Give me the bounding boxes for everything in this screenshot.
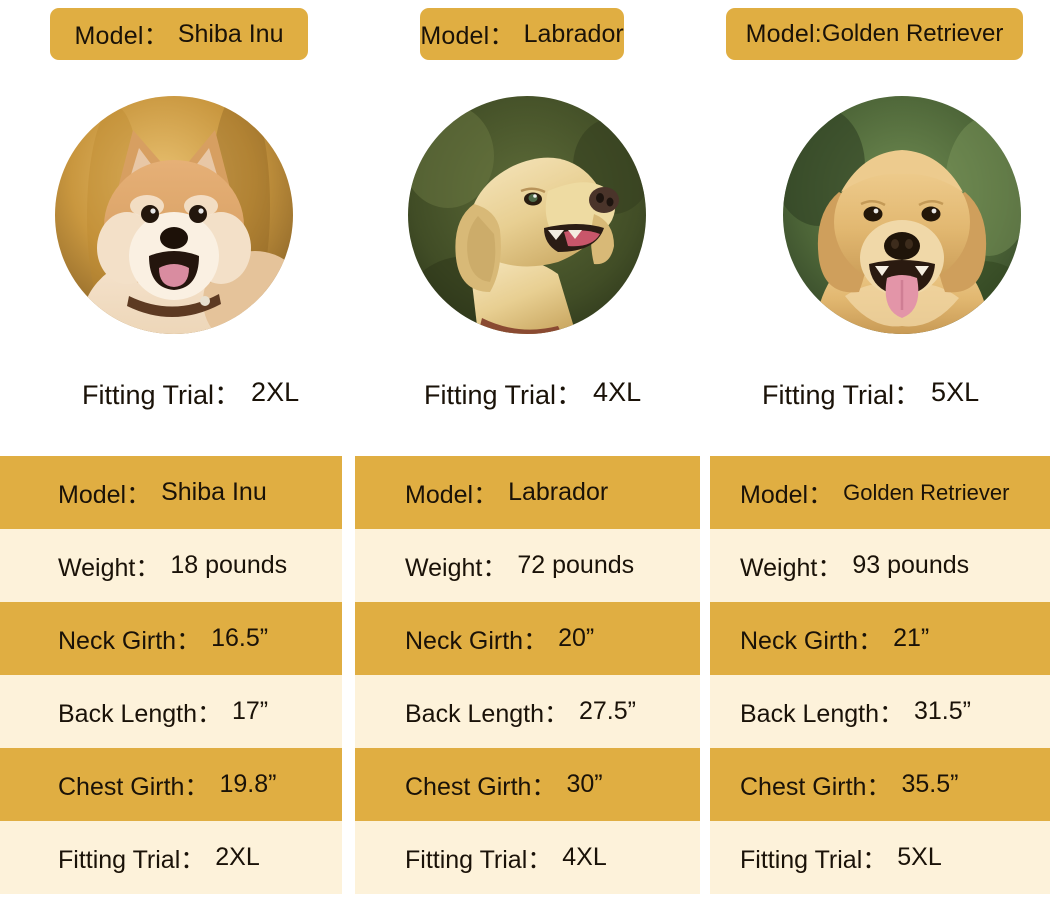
spec-value: Shiba Inu	[161, 478, 267, 506]
spec-value: Golden Retriever	[843, 479, 1010, 505]
spec-label: Back Length：	[740, 699, 904, 728]
fitting-trial-label: Fitting Trial：	[82, 379, 242, 410]
spec-label: Weight：	[740, 553, 843, 582]
dog-photo-shiba-inu	[55, 96, 293, 334]
fitting-trial-value: 4XL	[593, 376, 642, 407]
dog-photo-row	[0, 96, 1050, 338]
model-badge-golden-retriever: Model: Golden Retriever	[726, 8, 1023, 60]
model-badge-shiba-inu: Model： Shiba Inu	[50, 8, 308, 60]
fitting-trial-value: 5XL	[931, 376, 980, 407]
model-badge-row: Model： Shiba Inu Model： Labrador Model: …	[0, 8, 1050, 60]
spec-label: Neck Girth：	[58, 626, 202, 655]
spec-label: Fitting Trial：	[740, 845, 888, 874]
spec-label: Fitting Trial：	[405, 845, 553, 874]
spec-label: Model：	[405, 480, 499, 509]
spec-value: 72 pounds	[517, 551, 635, 579]
spec-table-labrador: Model： Labrador Weight： 72 pounds Neck G…	[355, 456, 700, 894]
table-row: Weight： 18 pounds	[0, 529, 342, 602]
spec-value: 35.5”	[901, 770, 959, 798]
table-row: Back Length： 27.5”	[355, 675, 700, 748]
table-row: Model： Golden Retriever	[710, 456, 1050, 529]
spec-label: Chest Girth：	[58, 772, 210, 801]
model-badge-label: Model：	[420, 22, 515, 50]
spec-value: 4XL	[562, 843, 607, 871]
table-row: Back Length： 17”	[0, 675, 342, 748]
fitting-trial-label: Fitting Trial：	[762, 379, 922, 410]
spec-label: Weight：	[405, 553, 508, 582]
table-row: Fitting Trial： 4XL	[355, 821, 700, 894]
table-row: Weight： 72 pounds	[355, 529, 700, 602]
model-badge-label: Model:	[745, 19, 822, 48]
spec-label: Fitting Trial：	[58, 845, 206, 874]
model-badge-value: Golden Retriever	[821, 20, 1004, 47]
table-row: Chest Girth： 35.5”	[710, 748, 1050, 821]
spec-value: 30”	[566, 770, 603, 798]
table-row: Chest Girth： 30”	[355, 748, 700, 821]
table-row: Weight： 93 pounds	[710, 529, 1050, 602]
spec-value: 20”	[558, 624, 595, 652]
spec-value: 2XL	[215, 843, 260, 871]
spec-label: Weight：	[58, 553, 161, 582]
table-row: Model： Labrador	[355, 456, 700, 529]
spec-value: 18 pounds	[170, 551, 288, 579]
fitting-trial-value: 2XL	[251, 376, 300, 407]
dog-photo-golden-retriever	[783, 96, 1021, 334]
model-badge-value: Labrador	[523, 19, 624, 48]
spec-label: Chest Girth：	[740, 772, 892, 801]
spec-value: 21”	[893, 624, 930, 652]
spec-label: Chest Girth：	[405, 772, 557, 801]
spec-value: 93 pounds	[852, 551, 970, 579]
table-row: Fitting Trial： 2XL	[0, 821, 342, 894]
fitting-trial-caption-shiba-inu: Fitting Trial： 2XL	[82, 370, 299, 414]
spec-tables: Model： Shiba Inu Weight： 18 pounds Neck …	[0, 456, 1050, 896]
spec-label: Back Length：	[58, 699, 222, 728]
spec-value: 16.5”	[211, 624, 269, 652]
table-row: Neck Girth： 16.5”	[0, 602, 342, 675]
spec-label: Back Length：	[405, 699, 569, 728]
model-badge-value: Shiba Inu	[177, 19, 284, 48]
spec-label: Neck Girth：	[405, 626, 549, 655]
spec-value: 17”	[232, 697, 269, 725]
fitting-trial-caption-golden-retriever: Fitting Trial： 5XL	[762, 370, 979, 414]
table-row: Neck Girth： 20”	[355, 602, 700, 675]
fitting-trial-caption-row: Fitting Trial： 2XL Fitting Trial： 4XL Fi…	[0, 370, 1050, 414]
spec-table-shiba-inu: Model： Shiba Inu Weight： 18 pounds Neck …	[0, 456, 342, 894]
fitting-trial-caption-labrador: Fitting Trial： 4XL	[424, 370, 641, 414]
table-row: Model： Shiba Inu	[0, 456, 342, 529]
spec-value: 27.5”	[579, 697, 636, 725]
dog-photo-labrador	[408, 96, 646, 334]
spec-label: Neck Girth：	[740, 626, 884, 655]
table-row: Neck Girth： 21”	[710, 602, 1050, 675]
spec-value: 19.8”	[219, 770, 277, 798]
model-badge-labrador: Model： Labrador	[420, 8, 624, 60]
spec-label: Model：	[58, 480, 152, 509]
spec-value: 5XL	[897, 843, 942, 871]
spec-table-golden-retriever: Model： Golden Retriever Weight： 93 pound…	[710, 456, 1050, 894]
table-row: Chest Girth： 19.8”	[0, 748, 342, 821]
table-row: Back Length： 31.5”	[710, 675, 1050, 748]
model-badge-label: Model：	[74, 22, 169, 50]
spec-value: 31.5”	[914, 697, 971, 725]
spec-label: Model：	[740, 480, 834, 509]
table-row: Fitting Trial： 5XL	[710, 821, 1050, 894]
spec-value: Labrador	[508, 478, 609, 506]
fitting-trial-label: Fitting Trial：	[424, 379, 584, 410]
